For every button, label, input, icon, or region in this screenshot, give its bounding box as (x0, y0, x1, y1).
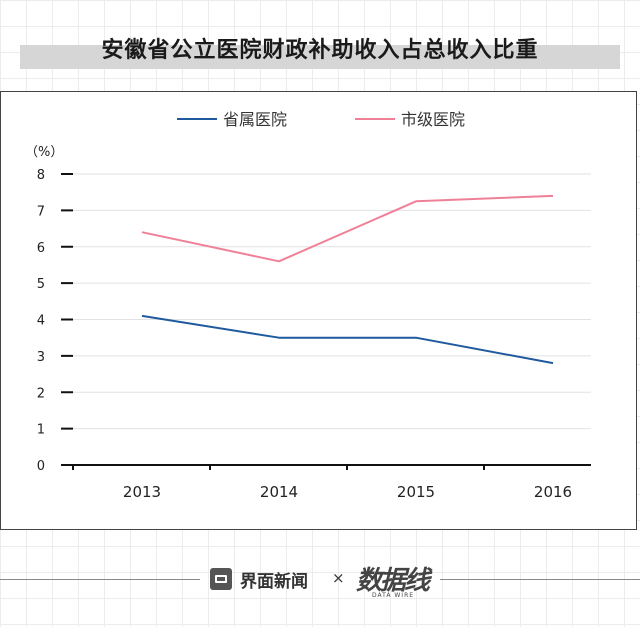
partner-logo-subtitle: DATA WIRE (372, 592, 415, 599)
y-tick-label: 8 (37, 168, 45, 183)
y-tick-label: 2 (37, 386, 45, 401)
chart-frame: 0 1 2 3 4 5 6 7 8 （%） 2013 2014 2015 2016 省属医院 市级医院 (0, 91, 637, 530)
gridlines (73, 173, 591, 430)
y-tick-label: 4 (37, 314, 45, 329)
x-tick-label: 2013 (123, 483, 161, 501)
x-tick-label: 2015 (397, 483, 435, 501)
x-tick-label: 2014 (260, 483, 298, 501)
series-lines (141, 194, 554, 365)
series-line-1 (141, 314, 554, 365)
collab-separator: × (332, 569, 345, 587)
x-tick-label: 2016 (534, 483, 572, 501)
chart-title: 安徽省公立医院财政补助收入占总收入比重 (101, 38, 539, 63)
series-line-2 (141, 194, 554, 263)
line-chart: 0 1 2 3 4 5 6 7 8 （%） 2013 2014 2015 2016 省属医院 市级医院 (25, 110, 591, 501)
title-band (20, 45, 620, 69)
legend-label: 省属医院 (223, 110, 287, 129)
legend-label: 市级医院 (401, 110, 465, 129)
partner-logo: 数据线 (356, 566, 430, 596)
legend: 省属医院 市级医院 (177, 110, 465, 129)
y-axis-label: （%） (25, 145, 63, 160)
footer-divider-right (440, 579, 640, 580)
y-tick-label: 5 (37, 277, 45, 292)
y-tick-label: 1 (37, 423, 45, 438)
y-tick-label: 6 (37, 241, 45, 256)
brand-name: 界面新闻 (240, 572, 308, 592)
y-tick-label: 7 (37, 204, 45, 219)
footer-divider-left (0, 579, 200, 580)
y-tick-label: 3 (37, 350, 45, 365)
y-tick-label: 0 (37, 459, 45, 474)
axes: 0 1 2 3 4 5 6 7 8 （%） 2013 2014 2015 2016 (25, 145, 591, 501)
brand-logo-icon (210, 568, 232, 590)
